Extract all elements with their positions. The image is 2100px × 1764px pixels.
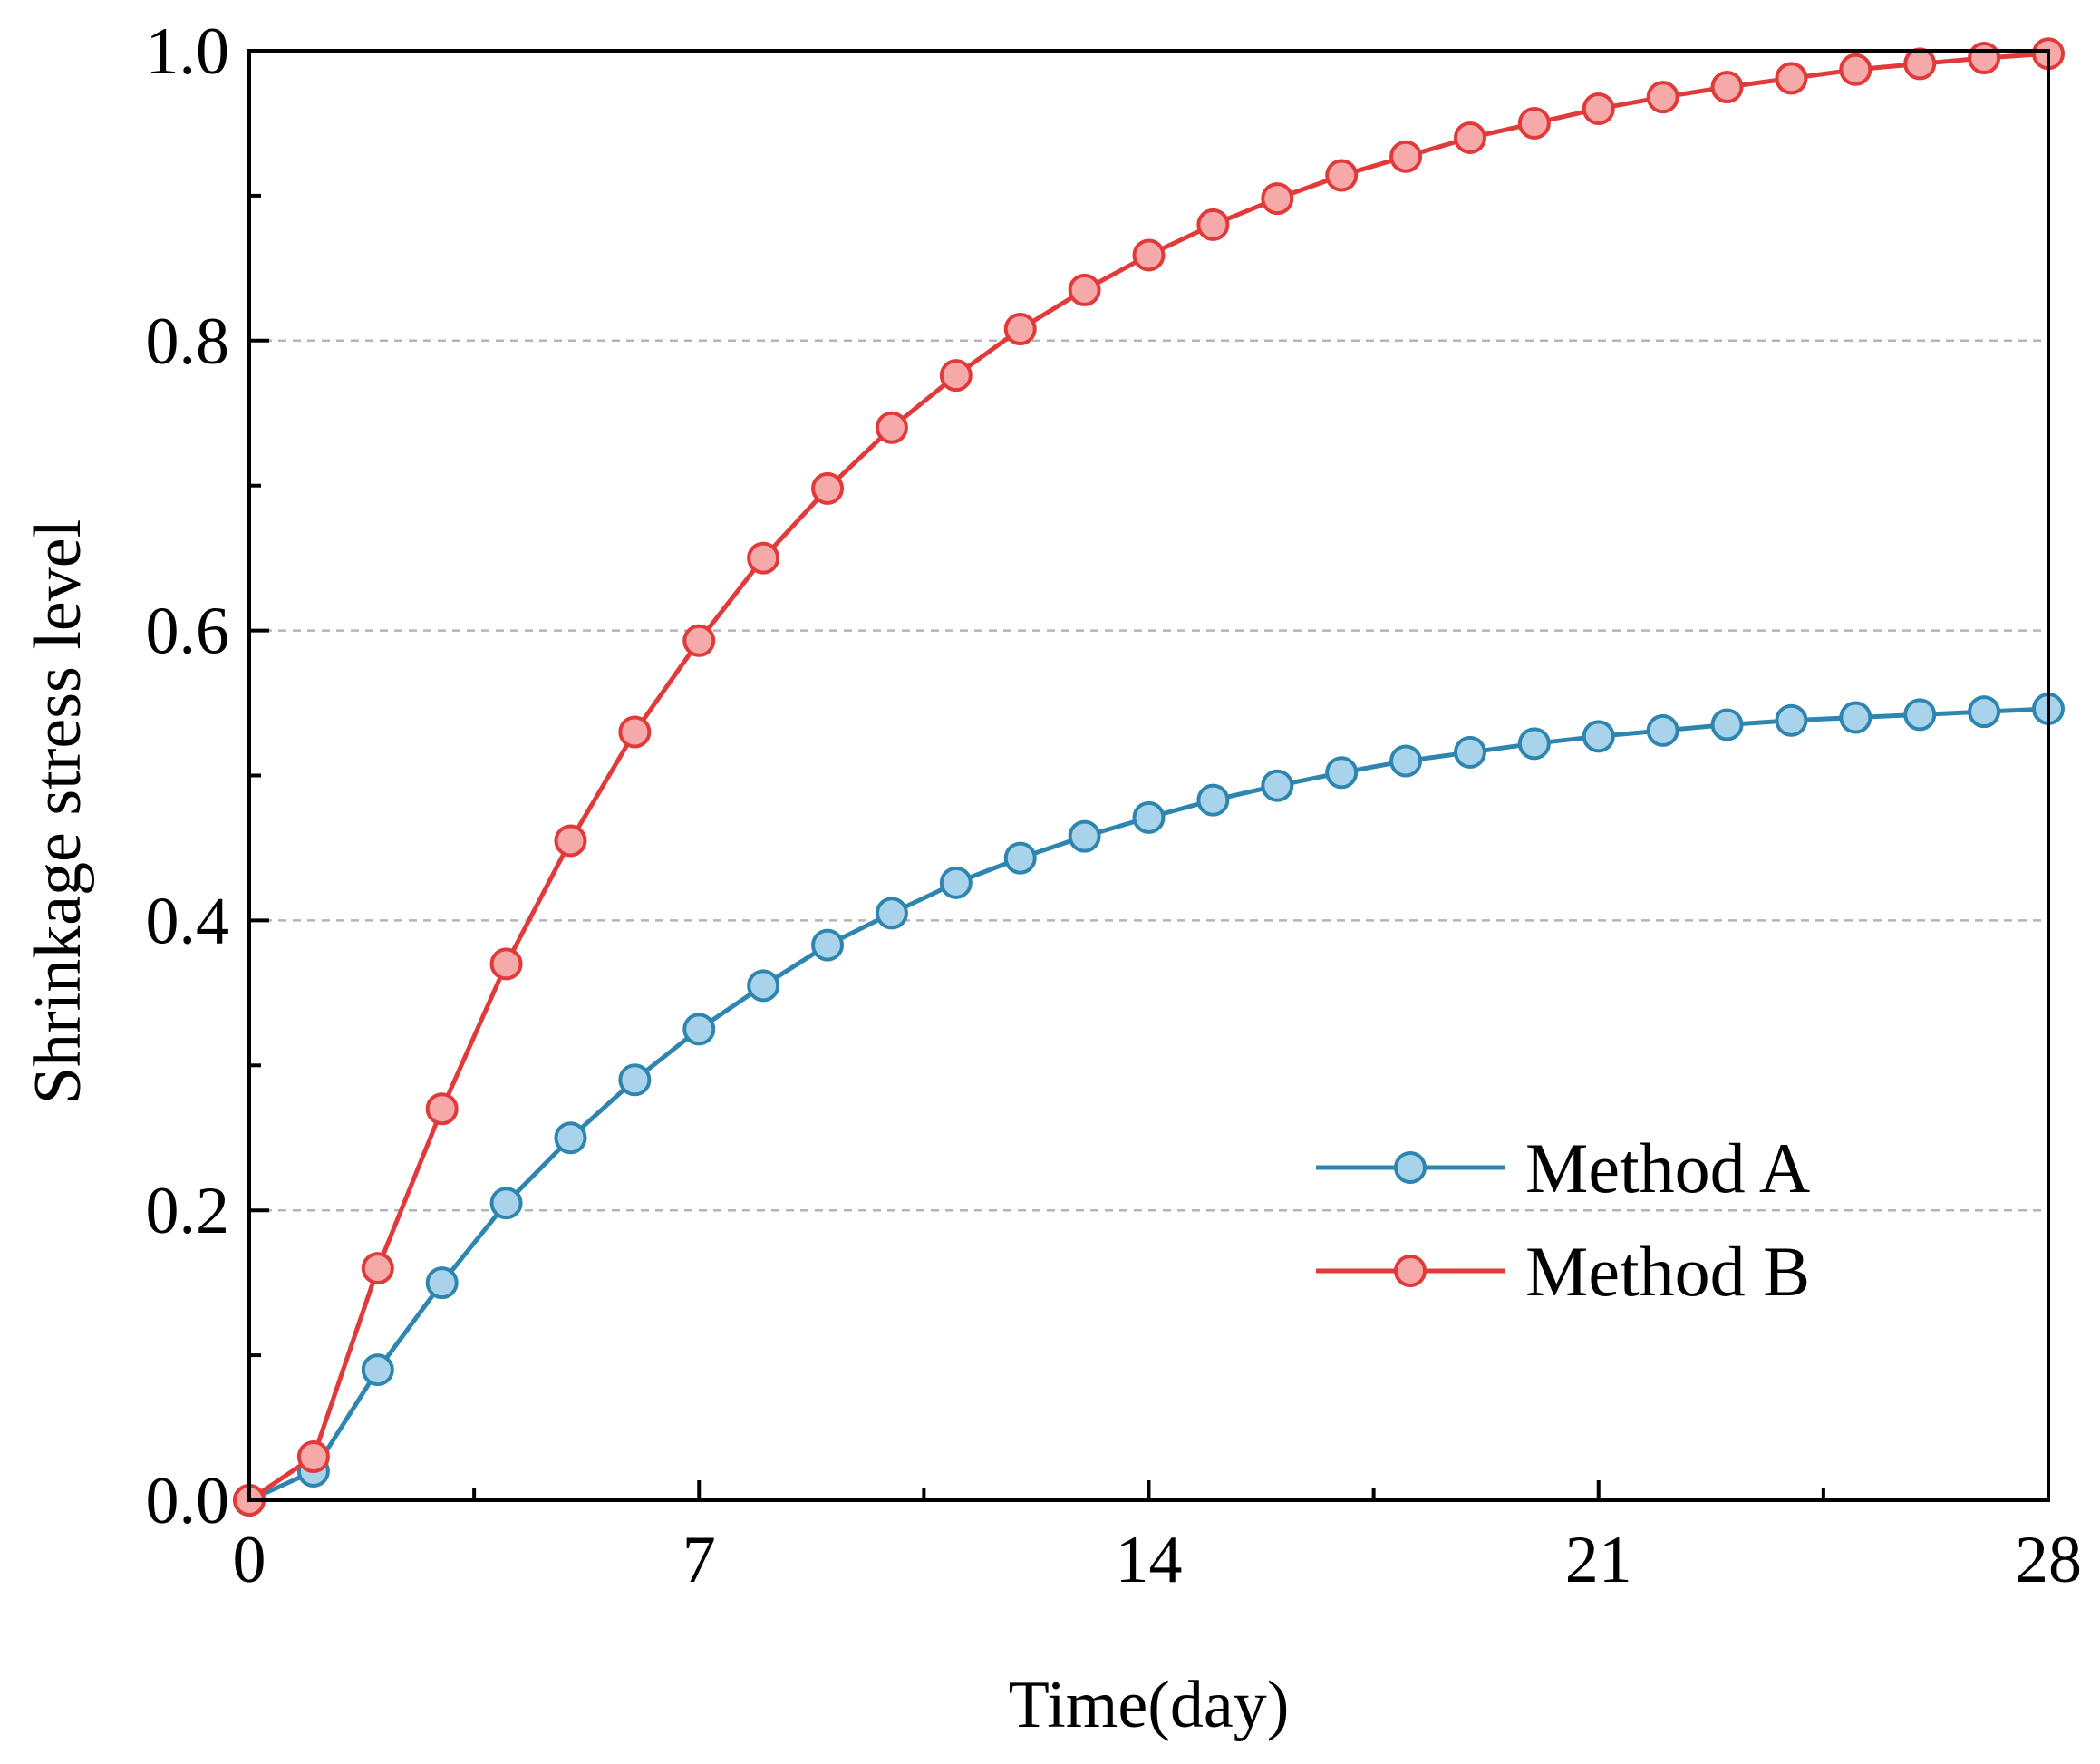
series-1-point-4 xyxy=(489,947,523,981)
series-1-point-22 xyxy=(1646,81,1679,114)
series-0-point-27 xyxy=(1968,695,2001,729)
x-tick-label-2: 14 xyxy=(1116,1523,1183,1597)
series-1-point-14 xyxy=(1132,238,1166,272)
series-0-point-10 xyxy=(875,897,908,930)
series-0-point-4 xyxy=(489,1187,523,1220)
y-tick-label-4: 0.8 xyxy=(146,305,230,379)
grid-lines xyxy=(249,339,2048,1212)
y-tick-label-1: 0.2 xyxy=(146,1174,230,1248)
series-0-point-23 xyxy=(1710,708,1744,741)
series-1-point-17 xyxy=(1325,159,1359,192)
series-1-point-15 xyxy=(1196,208,1230,241)
series-0-point-16 xyxy=(1261,769,1294,802)
series-0-point-17 xyxy=(1325,756,1359,790)
series-1-point-7 xyxy=(682,624,716,657)
series-0-point-7 xyxy=(682,1013,716,1046)
series-1-point-25 xyxy=(1839,53,1873,86)
series-1-point-6 xyxy=(618,715,652,749)
series-0-point-15 xyxy=(1196,783,1230,817)
series-1-point-23 xyxy=(1710,70,1744,103)
series-1-point-13 xyxy=(1068,273,1101,306)
series-0-point-12 xyxy=(1003,841,1037,875)
y-axis-title: Shrinkage stress level xyxy=(21,519,95,1104)
series-1-point-10 xyxy=(875,411,908,444)
legend-label-0: Method A xyxy=(1525,1129,1810,1207)
y-tick-label-5: 1.0 xyxy=(146,15,230,89)
series-0-point-21 xyxy=(1582,720,1615,753)
series-1-point-21 xyxy=(1582,92,1615,125)
series-0-point-20 xyxy=(1517,727,1551,761)
series-0-point-13 xyxy=(1068,819,1101,853)
series-1-point-9 xyxy=(811,471,845,505)
series-0-point-18 xyxy=(1389,744,1423,778)
series-1-point-19 xyxy=(1453,121,1486,154)
series-0 xyxy=(233,692,2065,1517)
series-1-point-1 xyxy=(296,1440,330,1474)
series-layer xyxy=(233,37,2065,1517)
series-0-point-25 xyxy=(1839,701,1873,734)
series-0-point-14 xyxy=(1132,800,1166,834)
series-0-point-19 xyxy=(1453,735,1486,769)
series-0-point-8 xyxy=(747,969,780,1003)
x-tick-labels: 0 7 14 21 28 xyxy=(233,1523,2083,1597)
series-0-point-5 xyxy=(554,1121,587,1155)
series-1-point-5 xyxy=(554,824,587,858)
axis-ticks xyxy=(247,49,2050,1502)
series-1-point-8 xyxy=(747,541,780,575)
x-axis-title: Time(day) xyxy=(1009,1668,1290,1742)
legend: Method A Method B xyxy=(1316,1129,1810,1311)
y-tick-label-0: 0.0 xyxy=(146,1464,230,1538)
series-0-point-24 xyxy=(1775,703,1808,737)
series-1-point-26 xyxy=(1903,47,1937,81)
series-1 xyxy=(233,37,2065,1517)
x-tick-label-1: 7 xyxy=(682,1523,716,1597)
series-1-point-24 xyxy=(1775,62,1808,95)
x-tick-label-0: 0 xyxy=(233,1523,266,1597)
series-1-point-16 xyxy=(1261,182,1294,216)
series-0-point-2 xyxy=(361,1353,394,1387)
series-1-point-27 xyxy=(1968,41,2001,74)
series-1-point-11 xyxy=(939,359,973,393)
series-0-point-22 xyxy=(1646,713,1679,747)
legend-marker-0 xyxy=(1394,1151,1427,1184)
y-tick-label-3: 0.6 xyxy=(146,595,230,669)
y-tick-labels: 0.0 0.2 0.4 0.6 0.8 1.0 xyxy=(146,15,230,1538)
x-tick-label-4: 28 xyxy=(2015,1523,2082,1597)
series-1-point-20 xyxy=(1517,106,1551,140)
series-1-point-2 xyxy=(361,1252,394,1285)
series-0-point-6 xyxy=(618,1063,652,1097)
series-1-point-12 xyxy=(1003,313,1037,346)
series-0-point-26 xyxy=(1903,698,1937,732)
legend-marker-1 xyxy=(1394,1255,1427,1287)
series-1-point-3 xyxy=(425,1092,459,1126)
x-tick-label-3: 21 xyxy=(1565,1523,1632,1597)
series-0-point-9 xyxy=(811,928,845,962)
series-1-point-18 xyxy=(1389,140,1423,173)
series-0-point-3 xyxy=(425,1266,459,1300)
series-0-point-11 xyxy=(939,866,973,899)
y-tick-label-2: 0.4 xyxy=(146,884,230,958)
legend-label-1: Method B xyxy=(1525,1232,1810,1311)
